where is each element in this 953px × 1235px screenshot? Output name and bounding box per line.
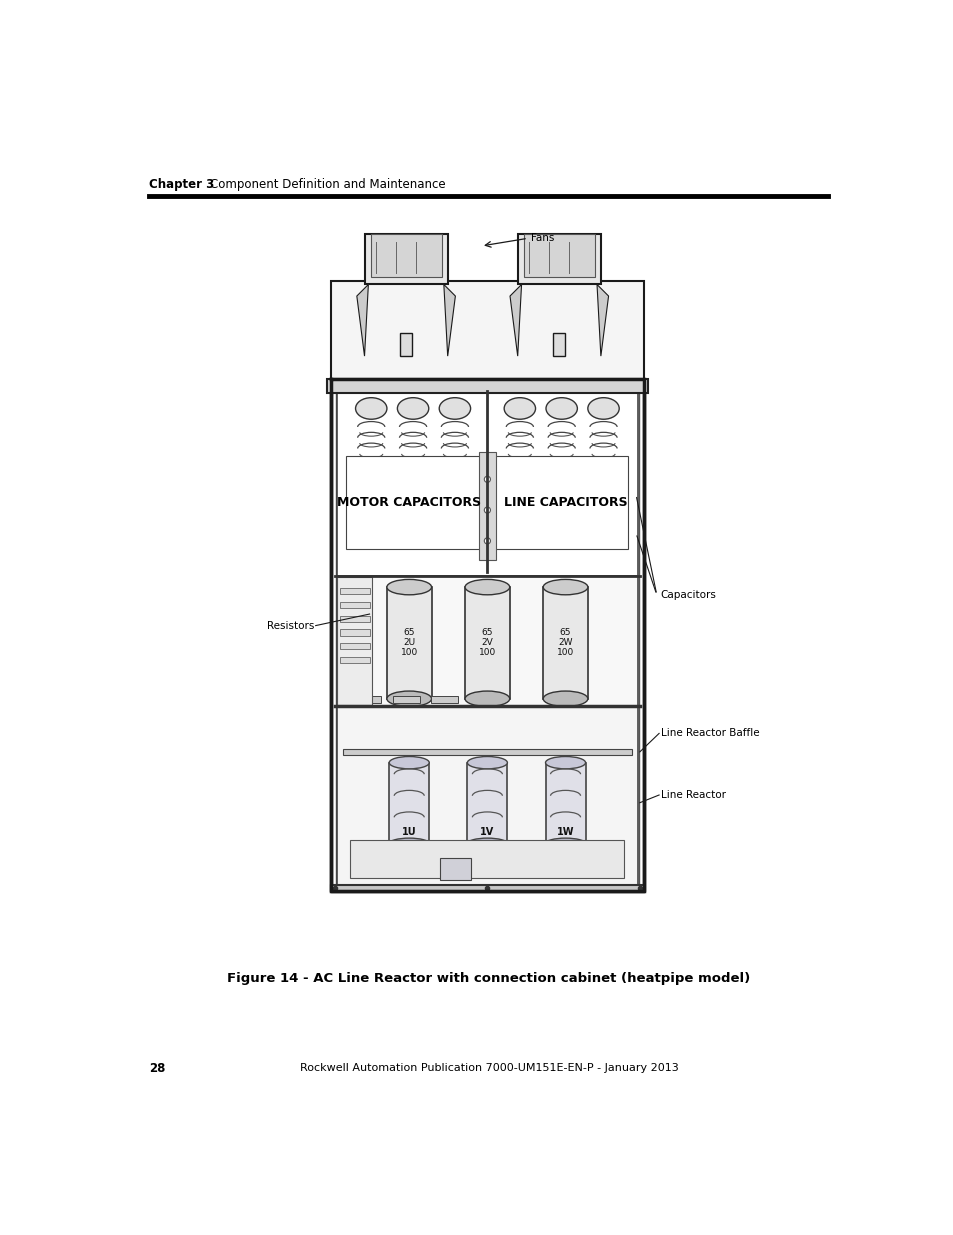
Text: Line Reactor Baffle: Line Reactor Baffle bbox=[659, 729, 759, 739]
Bar bbox=[389, 763, 429, 844]
Text: Line Reactor: Line Reactor bbox=[659, 790, 725, 800]
Polygon shape bbox=[510, 284, 521, 356]
Bar bbox=[542, 587, 587, 699]
Text: Chapter 3: Chapter 3 bbox=[150, 178, 214, 190]
Text: 65
2W
100: 65 2W 100 bbox=[557, 627, 574, 657]
Bar bbox=[364, 235, 447, 284]
Ellipse shape bbox=[389, 757, 429, 769]
Text: 65
2V
100: 65 2V 100 bbox=[478, 627, 496, 657]
Bar bbox=[387, 587, 431, 699]
Bar bbox=[346, 456, 480, 548]
Ellipse shape bbox=[387, 579, 431, 595]
Bar bbox=[478, 452, 496, 561]
Ellipse shape bbox=[542, 692, 587, 706]
Text: Fans: Fans bbox=[531, 233, 554, 243]
Ellipse shape bbox=[355, 398, 387, 419]
Ellipse shape bbox=[545, 839, 585, 848]
Text: Figure 14 - AC Line Reactor with connection cabinet (heatpipe model): Figure 14 - AC Line Reactor with connect… bbox=[227, 972, 750, 984]
Ellipse shape bbox=[545, 398, 577, 419]
Bar bbox=[335, 384, 639, 887]
Bar bbox=[399, 333, 412, 356]
Bar bbox=[440, 858, 471, 879]
Circle shape bbox=[484, 508, 490, 514]
Bar bbox=[336, 576, 637, 706]
Bar bbox=[336, 387, 637, 576]
Text: 1U: 1U bbox=[401, 827, 416, 837]
Bar bbox=[340, 588, 369, 594]
Ellipse shape bbox=[464, 692, 509, 706]
Bar bbox=[371, 235, 441, 277]
Bar bbox=[350, 840, 624, 878]
Text: MOTOR CAPACITORS: MOTOR CAPACITORS bbox=[336, 496, 480, 509]
Bar bbox=[340, 643, 369, 650]
Ellipse shape bbox=[389, 839, 429, 848]
Ellipse shape bbox=[467, 839, 507, 848]
Ellipse shape bbox=[587, 398, 618, 419]
Text: Rockwell Automation Publication 7000-UM151E-EN-P - January 2013: Rockwell Automation Publication 7000-UM1… bbox=[299, 1063, 678, 1073]
Bar bbox=[517, 235, 600, 284]
Bar bbox=[553, 333, 565, 356]
Bar bbox=[340, 615, 369, 621]
Text: 65
2U
100: 65 2U 100 bbox=[400, 627, 417, 657]
Polygon shape bbox=[443, 284, 455, 356]
Ellipse shape bbox=[545, 757, 585, 769]
Bar bbox=[464, 587, 509, 699]
Circle shape bbox=[484, 537, 490, 543]
Bar bbox=[336, 577, 372, 705]
Text: LINE CAPACITORS: LINE CAPACITORS bbox=[503, 496, 627, 509]
Ellipse shape bbox=[438, 398, 470, 419]
Bar bbox=[523, 235, 594, 277]
Text: 1W: 1W bbox=[557, 827, 574, 837]
Bar bbox=[545, 763, 585, 844]
Bar bbox=[342, 748, 632, 755]
Bar bbox=[340, 630, 369, 636]
Text: Component Definition and Maintenance: Component Definition and Maintenance bbox=[210, 178, 445, 190]
Bar bbox=[354, 697, 381, 703]
Circle shape bbox=[484, 477, 490, 483]
Bar bbox=[336, 706, 637, 885]
Text: 1V: 1V bbox=[479, 827, 494, 837]
Polygon shape bbox=[597, 284, 608, 356]
Bar bbox=[493, 456, 628, 548]
Ellipse shape bbox=[503, 398, 535, 419]
Bar bbox=[331, 280, 643, 379]
Ellipse shape bbox=[542, 579, 587, 595]
Bar bbox=[340, 601, 369, 608]
Ellipse shape bbox=[464, 579, 509, 595]
Bar bbox=[331, 885, 643, 892]
Text: Resistors: Resistors bbox=[267, 621, 314, 631]
Ellipse shape bbox=[397, 398, 428, 419]
Bar bbox=[327, 379, 647, 393]
Text: 28: 28 bbox=[150, 1062, 166, 1074]
Ellipse shape bbox=[387, 692, 431, 706]
Ellipse shape bbox=[467, 757, 507, 769]
Bar bbox=[393, 697, 419, 703]
Text: Capacitors: Capacitors bbox=[659, 590, 716, 600]
Bar bbox=[340, 657, 369, 663]
Bar bbox=[331, 379, 643, 892]
Polygon shape bbox=[356, 284, 368, 356]
Bar bbox=[467, 763, 507, 844]
Bar bbox=[431, 697, 457, 703]
Bar bbox=[331, 885, 643, 892]
